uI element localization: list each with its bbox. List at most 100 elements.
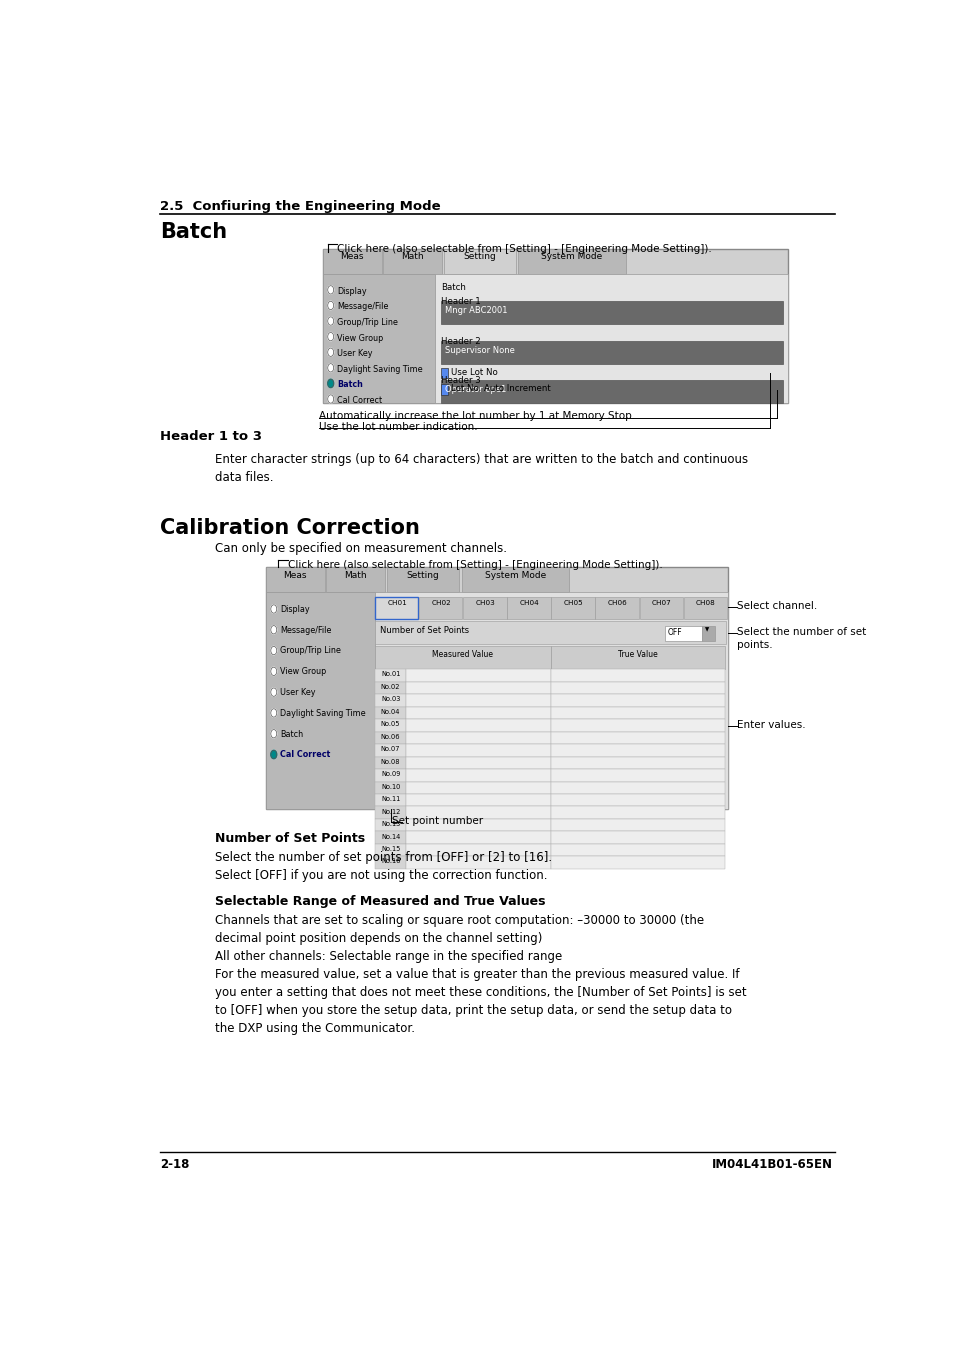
Text: No.01: No.01 xyxy=(380,671,400,678)
Bar xyxy=(406,844,550,856)
Text: Operator ope1: Operator ope1 xyxy=(444,386,505,394)
Bar xyxy=(322,250,381,274)
Text: CH01: CH01 xyxy=(387,599,407,606)
Text: View Group: View Group xyxy=(337,333,383,343)
Bar xyxy=(375,682,406,694)
Bar xyxy=(518,250,625,274)
Bar xyxy=(375,597,418,620)
Text: CH05: CH05 xyxy=(563,599,582,606)
Text: User Key: User Key xyxy=(280,688,315,697)
Text: ▼: ▼ xyxy=(704,628,708,633)
Bar xyxy=(375,732,406,744)
Text: No.07: No.07 xyxy=(380,747,400,752)
Bar xyxy=(440,381,782,404)
Bar xyxy=(443,250,516,274)
Text: No.16: No.16 xyxy=(380,859,400,864)
Bar xyxy=(383,250,442,274)
Text: Math: Math xyxy=(344,571,367,579)
Text: No.05: No.05 xyxy=(380,721,400,728)
Bar xyxy=(406,706,550,720)
Text: Header 3: Header 3 xyxy=(440,377,480,385)
Text: Cal Correct: Cal Correct xyxy=(337,396,382,405)
Bar xyxy=(387,567,458,593)
Text: Header 1 to 3: Header 1 to 3 xyxy=(160,431,262,443)
Text: No.06: No.06 xyxy=(380,733,400,740)
Bar xyxy=(683,597,726,620)
Circle shape xyxy=(271,729,276,738)
Bar xyxy=(550,769,724,782)
Bar xyxy=(595,597,639,620)
Text: Channels that are set to scaling or square root computation: –30000 to 30000 (th: Channels that are set to scaling or squa… xyxy=(215,914,746,1034)
Bar xyxy=(550,647,724,670)
Text: Click here (also selectable from [Setting] - [Engineering Mode Setting]).: Click here (also selectable from [Settin… xyxy=(288,560,662,570)
Bar xyxy=(375,806,406,819)
Text: No.02: No.02 xyxy=(380,684,400,690)
Text: Math: Math xyxy=(401,252,424,262)
Bar xyxy=(463,597,506,620)
Bar xyxy=(406,782,550,794)
Bar xyxy=(375,832,406,844)
Text: CH02: CH02 xyxy=(431,599,451,606)
Bar xyxy=(406,832,550,844)
Bar xyxy=(550,844,724,856)
Text: Header 1: Header 1 xyxy=(440,297,480,306)
Circle shape xyxy=(271,625,276,634)
Bar xyxy=(418,597,462,620)
Text: No.04: No.04 xyxy=(380,709,400,714)
Bar xyxy=(550,670,724,682)
Bar xyxy=(406,756,550,770)
Text: Selectable Range of Measured and True Values: Selectable Range of Measured and True Va… xyxy=(215,895,545,907)
Text: Batch: Batch xyxy=(440,282,465,292)
Bar xyxy=(550,756,724,770)
Bar xyxy=(550,819,724,832)
Text: No.13: No.13 xyxy=(380,821,400,828)
Bar xyxy=(440,340,782,363)
Bar xyxy=(406,806,550,819)
Bar xyxy=(375,744,406,756)
Text: Header 2: Header 2 xyxy=(440,336,480,346)
Bar xyxy=(435,274,787,404)
Bar xyxy=(265,567,324,593)
Text: Calibration Correction: Calibration Correction xyxy=(160,517,419,537)
Bar xyxy=(265,567,727,809)
Text: CH03: CH03 xyxy=(475,599,495,606)
Bar xyxy=(322,250,787,404)
Text: Setting: Setting xyxy=(406,571,439,579)
Bar xyxy=(375,756,406,770)
Bar xyxy=(440,385,448,394)
Text: Use Lot No: Use Lot No xyxy=(451,367,497,377)
Bar xyxy=(440,301,782,324)
Circle shape xyxy=(328,317,334,325)
Bar xyxy=(406,769,550,782)
Bar xyxy=(375,621,725,644)
Text: CH08: CH08 xyxy=(695,599,715,606)
Circle shape xyxy=(328,332,334,340)
Bar xyxy=(461,567,568,593)
Text: Automatically increase the lot number by 1 at Memory Stop.: Automatically increase the lot number by… xyxy=(318,412,635,421)
Bar xyxy=(406,694,550,706)
Bar xyxy=(406,744,550,756)
Text: Meas: Meas xyxy=(283,571,307,579)
Bar xyxy=(550,794,724,806)
Circle shape xyxy=(271,647,276,655)
Text: No.08: No.08 xyxy=(380,759,400,764)
Text: Message/File: Message/File xyxy=(337,302,388,312)
Bar xyxy=(375,856,406,869)
Text: Select channel.: Select channel. xyxy=(737,601,817,610)
Text: Enter values.: Enter values. xyxy=(737,720,805,730)
Text: Select the number of set
points.: Select the number of set points. xyxy=(737,626,865,649)
Circle shape xyxy=(328,363,334,373)
Circle shape xyxy=(328,394,334,404)
Bar xyxy=(551,597,594,620)
Text: System Mode: System Mode xyxy=(541,252,602,262)
Bar xyxy=(375,720,406,732)
Bar xyxy=(550,832,724,844)
Text: Mngr ABC2001: Mngr ABC2001 xyxy=(444,306,507,316)
Text: Meas: Meas xyxy=(340,252,363,262)
Bar xyxy=(406,720,550,732)
Text: Display: Display xyxy=(280,605,310,614)
Text: OFF: OFF xyxy=(667,628,681,637)
Text: 2-18: 2-18 xyxy=(160,1158,189,1170)
Text: 2.5  Confiuring the Engineering Mode: 2.5 Confiuring the Engineering Mode xyxy=(160,200,440,213)
Text: Number of Set Points: Number of Set Points xyxy=(379,625,468,634)
